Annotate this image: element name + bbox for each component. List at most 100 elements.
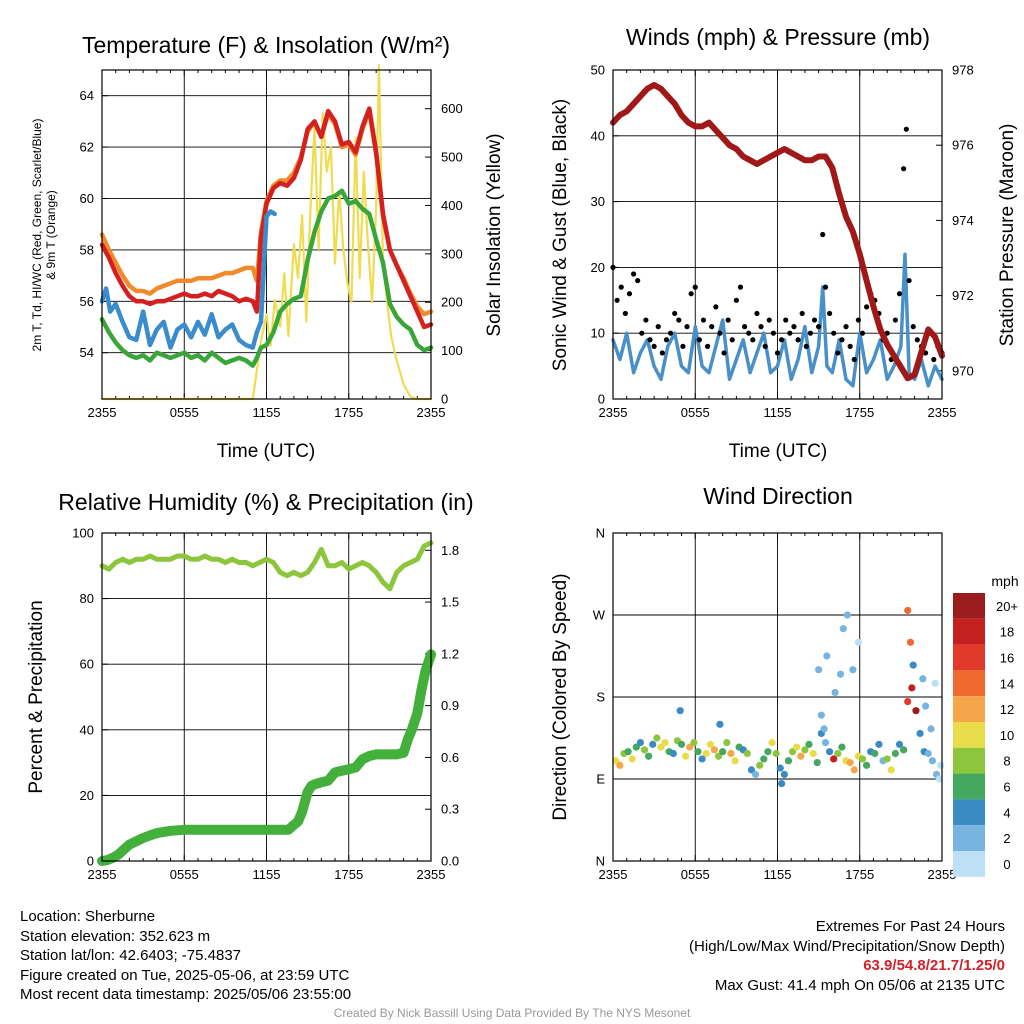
y-tick-label: 100 bbox=[72, 526, 94, 541]
series-group bbox=[612, 606, 945, 788]
temperature-xlabel: Time (UTC) bbox=[217, 441, 316, 462]
gust-point bbox=[807, 330, 814, 336]
direction-point bbox=[937, 761, 945, 769]
direction-point bbox=[778, 779, 786, 788]
direction-point bbox=[909, 661, 917, 669]
legend-swatch bbox=[953, 696, 985, 722]
gust-point bbox=[901, 166, 907, 172]
direction-point bbox=[825, 748, 834, 756]
gust-point bbox=[688, 291, 694, 297]
legend-swatch bbox=[953, 825, 985, 851]
gust-point bbox=[717, 330, 723, 336]
direction-point bbox=[751, 770, 760, 779]
plot-frame bbox=[612, 69, 943, 400]
gust-point bbox=[816, 324, 822, 330]
grid bbox=[612, 532, 943, 862]
legend-swatch bbox=[953, 722, 985, 748]
legend-label: 10 bbox=[1000, 728, 1014, 743]
direction-point bbox=[698, 755, 706, 763]
gust-point bbox=[647, 337, 653, 343]
gust-point bbox=[758, 324, 764, 330]
direction-point bbox=[817, 711, 825, 719]
pressure-line bbox=[610, 82, 945, 382]
y2-tick-label: 1.8 bbox=[441, 543, 459, 558]
plot-frame bbox=[101, 532, 432, 862]
temp-2m-line bbox=[99, 106, 434, 330]
series-group bbox=[97, 540, 436, 866]
direction-point bbox=[743, 749, 751, 758]
gust-point bbox=[672, 310, 678, 317]
y-tick-labels: 54 56 58 60 62 64 bbox=[80, 88, 94, 360]
direction-point bbox=[904, 697, 912, 706]
gust-point bbox=[630, 271, 637, 277]
gust-point bbox=[754, 310, 760, 317]
gust-point bbox=[791, 324, 797, 330]
direction-point bbox=[858, 755, 867, 763]
y2-tick-label: 0.6 bbox=[441, 750, 459, 765]
gust-point bbox=[639, 330, 645, 336]
gust-point bbox=[835, 350, 841, 356]
direction-point bbox=[900, 746, 908, 754]
plot-frame bbox=[101, 69, 432, 400]
direction-point bbox=[731, 757, 739, 765]
gust-point bbox=[896, 291, 903, 297]
y-tick-labels: 0 20 40 60 80 100 bbox=[72, 526, 94, 869]
y2-tick-label: 976 bbox=[952, 138, 974, 153]
y-tick-label: W bbox=[593, 608, 606, 623]
gust-point bbox=[742, 324, 748, 330]
direction-point bbox=[719, 748, 727, 756]
temperature-plot: 2355 0555 1155 1755 2355 54 56 58 60 62 64 0 100 200 3… bbox=[80, 64, 463, 420]
humidity-ylabel: Percent & Precipitation bbox=[26, 600, 47, 793]
gust-point bbox=[667, 330, 674, 336]
direction-point bbox=[850, 766, 858, 774]
x-tick-label: 1755 bbox=[334, 405, 363, 420]
gust-point bbox=[770, 330, 776, 336]
x-tick-label: 0555 bbox=[681, 867, 710, 882]
direction-point bbox=[823, 652, 831, 660]
pressure-ylabel: Station Pressure (Maroon) bbox=[997, 124, 1018, 347]
gust-point bbox=[906, 277, 912, 284]
temperature-title: Temperature (F) & Insolation (W/m²) bbox=[82, 32, 450, 58]
series-group bbox=[99, 64, 434, 401]
legend-swatch bbox=[953, 799, 985, 826]
legend-label: 14 bbox=[1000, 676, 1014, 691]
precipitation-line bbox=[97, 649, 436, 866]
y-tick-label: 0 bbox=[87, 854, 94, 869]
latlon-text: Station lat/lon: 42.6403; -75.4837 bbox=[20, 947, 242, 964]
direction-point bbox=[694, 748, 702, 756]
direction-point bbox=[927, 725, 935, 733]
legend-swatch bbox=[953, 670, 985, 697]
gust-point bbox=[692, 284, 698, 290]
legend-swatch bbox=[953, 851, 985, 877]
legend-swatch bbox=[953, 644, 985, 671]
y-tick-label: 40 bbox=[80, 722, 94, 737]
legend-label: 18 bbox=[1000, 625, 1014, 640]
direction-panel: Wind Direction 2355 0555 1155 1755 2355NESWN… bbox=[550, 483, 1019, 882]
legend-label: 2 bbox=[1003, 831, 1010, 846]
y2-tick-labels: 0.0 0.3 0.6 0.9 1.2 1.5 1.8 bbox=[441, 543, 459, 869]
direction-point bbox=[760, 755, 768, 763]
direction-point bbox=[676, 707, 684, 715]
direction-point bbox=[756, 761, 764, 769]
gust-point bbox=[762, 343, 768, 349]
direction-point bbox=[706, 740, 714, 748]
direction-point bbox=[649, 740, 657, 748]
x-tick-label: 2355 bbox=[928, 405, 957, 420]
direction-point bbox=[772, 749, 780, 758]
humidity-panel: Relative Humidity (%) & Precipitation (i… bbox=[26, 489, 474, 882]
winds-title: Winds (mph) & Pressure (mb) bbox=[626, 24, 930, 50]
gust-point bbox=[696, 337, 702, 343]
gust-point bbox=[910, 324, 916, 330]
gust-point bbox=[729, 337, 735, 343]
direction-point bbox=[863, 761, 871, 769]
y-tick-label: 40 bbox=[591, 128, 605, 143]
y-tick-label: E bbox=[596, 772, 605, 787]
gust-point bbox=[847, 343, 853, 349]
direction-point bbox=[669, 749, 677, 758]
direction-point bbox=[916, 729, 924, 738]
direction-point bbox=[846, 759, 854, 767]
direction-point bbox=[690, 738, 698, 747]
direction-point bbox=[645, 752, 653, 760]
y2-tick-labels: 970 972 974 976 978 bbox=[952, 63, 974, 379]
x-tick-labels: 2355 0555 1155 1755 2355 bbox=[88, 867, 446, 882]
